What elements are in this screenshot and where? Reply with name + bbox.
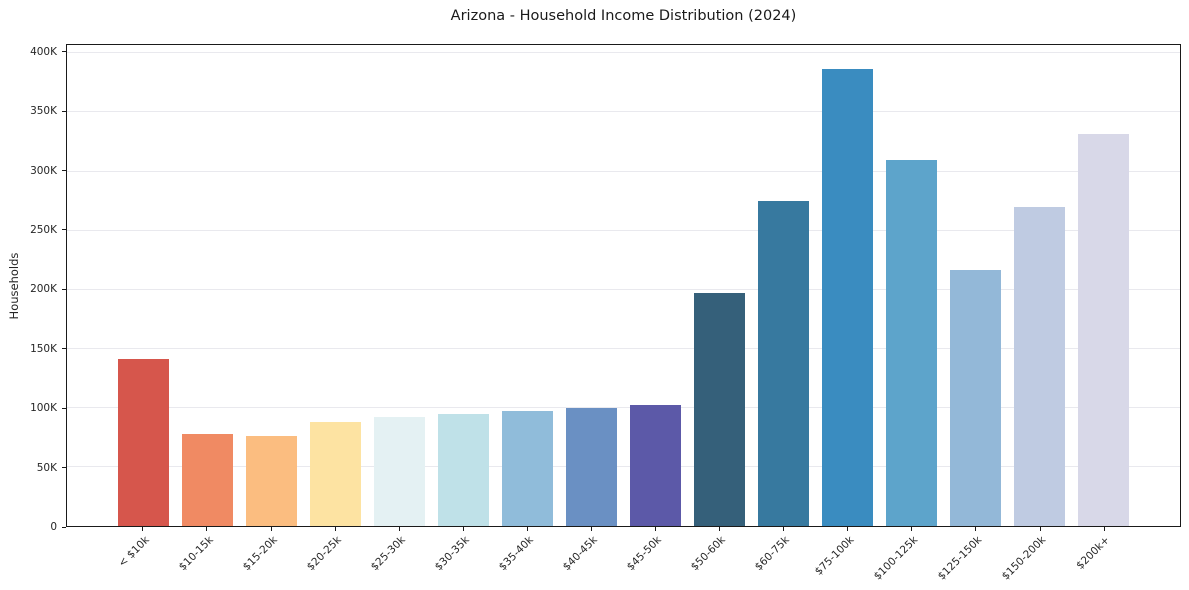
bar-$15-20k — [246, 436, 298, 526]
x-tick-< $10k — [142, 527, 144, 531]
y-tick-100K — [62, 407, 66, 409]
bar-$25-30k — [374, 417, 426, 526]
x-tick-$150-200k — [1039, 527, 1041, 531]
bar-$60-75k — [757, 200, 809, 526]
gridline-400K — [67, 52, 1180, 54]
bar-$40-45k — [565, 407, 618, 526]
bar-$30-35k — [438, 413, 490, 526]
x-tick-$75-100k — [847, 527, 849, 531]
y-tick-label: 250K — [30, 223, 57, 236]
y-tick-label: 200K — [30, 283, 57, 296]
x-axis: < $10k $10-15k $15-20k $20-25k $25-30k $30-35… — [66, 527, 1181, 590]
x-tick-label: $100-125k — [871, 534, 921, 583]
plot-area — [66, 44, 1181, 527]
x-tick-$200k+ — [1103, 527, 1105, 531]
y-tick-250K — [62, 229, 66, 231]
x-tick-label: $10-15k — [176, 534, 216, 574]
gridline-50K — [67, 466, 1180, 468]
x-tick-$30-35k — [462, 527, 464, 531]
x-tick-label: $50-60k — [689, 534, 729, 574]
y-tick-350K — [62, 110, 66, 112]
x-tick-label: $25-30k — [368, 534, 408, 574]
x-tick-label: $60-75k — [753, 534, 793, 574]
x-tick-$45-50k — [655, 527, 657, 531]
x-tick-$25-30k — [398, 527, 400, 531]
bar-$45-50k — [629, 405, 682, 526]
x-tick-label: $125-150k — [935, 534, 985, 583]
bar-$50-60k — [693, 292, 746, 526]
y-tick-300K — [62, 170, 66, 172]
y-tick-400K — [62, 51, 66, 53]
x-tick-label: $20-25k — [304, 534, 344, 574]
bar-$75-100k — [821, 69, 873, 526]
bar-< $10k — [118, 359, 170, 526]
bar-$35-40k — [501, 411, 554, 526]
y-tick-label: 0 — [50, 521, 57, 533]
y-axis: 0 50K 100K 150K 200K 250K 300K 350K 400K — [0, 44, 66, 533]
bar-$100-125k — [885, 160, 937, 526]
bar-$10-15k — [182, 433, 234, 526]
chart-title: Arizona - Household Income Distribution … — [450, 8, 797, 24]
x-tick-label: $150-200k — [999, 534, 1049, 583]
y-tick-200K — [62, 288, 66, 290]
x-tick-label: $30-35k — [432, 534, 472, 574]
bar-$200k+ — [1077, 134, 1129, 526]
x-tick-label: $75-100k — [812, 534, 857, 578]
gridline-300K — [67, 170, 1180, 172]
y-tick-50K — [62, 467, 66, 469]
gridline-350K — [67, 111, 1180, 113]
gridline-250K — [67, 229, 1180, 231]
x-tick-$10-15k — [206, 527, 208, 531]
y-tick-label: 400K — [30, 45, 57, 58]
x-tick-$15-20k — [270, 527, 272, 531]
x-tick-label: $45-50k — [624, 534, 665, 574]
gridline-100K — [67, 407, 1180, 409]
y-tick-label: 300K — [30, 164, 57, 177]
x-tick-label: $35-40k — [496, 534, 536, 574]
y-tick-label: 50K — [36, 461, 57, 474]
x-tick-$35-40k — [526, 527, 528, 531]
bar-$150-200k — [1013, 206, 1065, 526]
y-tick-0 — [62, 526, 66, 528]
y-tick-label: 150K — [30, 342, 57, 355]
x-tick-label: $200k+ — [1074, 534, 1113, 572]
x-tick-label: < $10k — [115, 534, 152, 570]
x-tick-$40-45k — [590, 527, 592, 531]
y-tick-label: 100K — [30, 402, 57, 415]
x-tick-$60-75k — [783, 527, 785, 531]
x-tick-label: $15-20k — [240, 534, 280, 574]
x-tick-$100-125k — [911, 527, 913, 531]
gridline-150K — [67, 348, 1180, 350]
gridline-200K — [67, 288, 1180, 290]
bar-$20-25k — [310, 421, 362, 526]
x-tick-$50-60k — [719, 527, 721, 531]
x-tick-$125-150k — [975, 527, 977, 531]
y-tick-150K — [62, 348, 66, 350]
x-tick-label: $40-45k — [560, 534, 600, 574]
x-tick-$20-25k — [334, 527, 336, 531]
y-tick-label: 350K — [30, 105, 57, 118]
bar-$125-150k — [949, 270, 1001, 526]
